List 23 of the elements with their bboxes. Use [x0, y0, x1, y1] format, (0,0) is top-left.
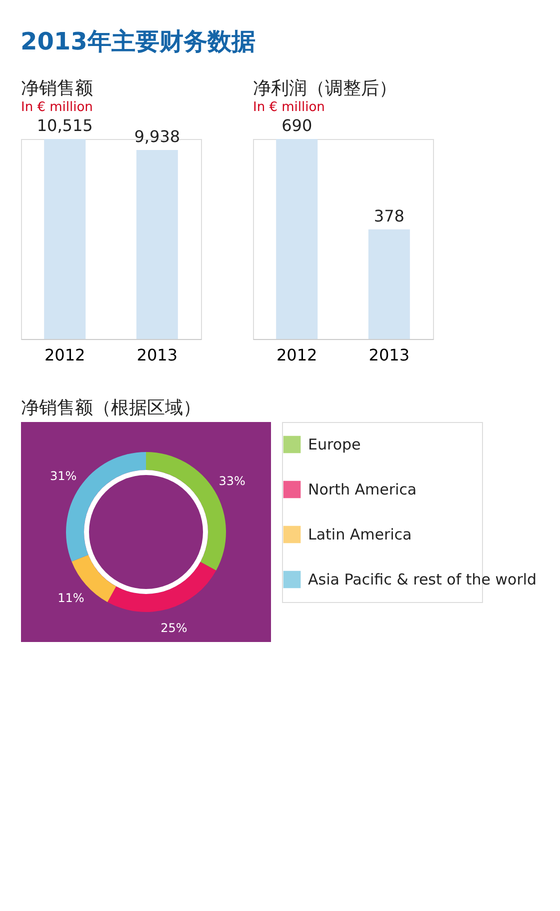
donut-slice — [107, 562, 216, 612]
x-tick-label: 2013 — [136, 346, 178, 364]
data-label: 10,515 — [36, 116, 93, 135]
text: 2013年主要财务数据 — [20, 28, 256, 56]
data-label: 33% — [218, 474, 246, 488]
chart-title: 净销售额 — [21, 78, 93, 99]
data-label: 11% — [58, 591, 84, 606]
legend-label: Europe — [308, 436, 361, 454]
legend-label: Latin America — [308, 526, 412, 544]
legend-label: Asia Pacific & rest of the world — [308, 570, 537, 588]
data-label: 378 — [374, 206, 404, 226]
data-label: 690 — [282, 116, 312, 135]
chart-subtitle: In € million — [21, 100, 93, 115]
x-tick-label: 2013 — [368, 346, 410, 364]
x-tick-label: 2012 — [44, 346, 86, 364]
chart-title: 净利润（调整后） — [253, 78, 397, 99]
chart-subtitle: In € million — [253, 100, 325, 115]
x-tick-label: 2012 — [276, 346, 318, 364]
data-label: 31% — [50, 468, 77, 483]
legend-label: North America — [308, 480, 417, 498]
data-label: 9,938 — [134, 126, 180, 146]
data-label: 25% — [160, 621, 188, 636]
chart-title: 净销售额（根据区域） — [21, 398, 201, 418]
